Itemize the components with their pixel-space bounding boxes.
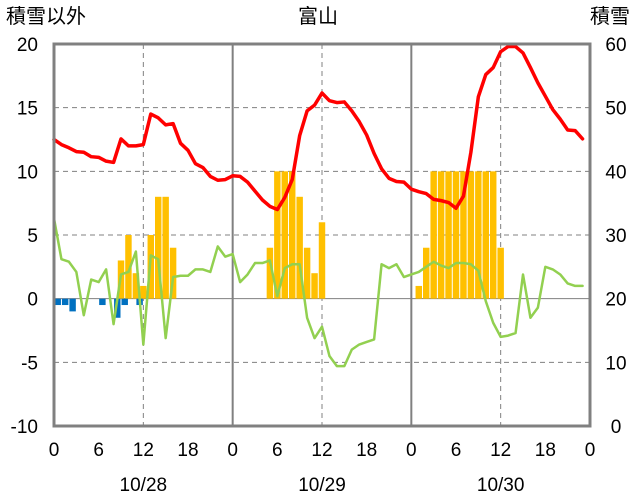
day-label: 10/29 — [298, 475, 346, 496]
snowfall-bar — [296, 196, 303, 299]
negative-bar — [121, 298, 128, 306]
right-tick-label: 40 — [605, 162, 626, 183]
x-tick-label: 0 — [49, 440, 60, 461]
left-tick-label: -5 — [21, 353, 38, 374]
x-tick-label: 0 — [227, 440, 238, 461]
snowfall-bar — [303, 247, 311, 299]
negative-bar — [54, 298, 61, 306]
snowfall-bar — [169, 247, 177, 299]
snowfall-bar — [132, 273, 140, 299]
snowfall-bar — [497, 247, 504, 299]
snowfall-bar — [475, 171, 482, 299]
left-axis-label: 積雪以外 — [6, 4, 86, 28]
negative-bar — [61, 298, 69, 306]
plot-frame — [52, 42, 592, 428]
snowfall-bar — [318, 222, 326, 299]
right-tick-label: 10 — [605, 353, 626, 374]
left-tick-label: 0 — [27, 290, 38, 311]
snowfall-bar — [140, 285, 147, 299]
negative-bar — [69, 298, 76, 312]
snowfall-bar — [430, 171, 437, 299]
left-axis-ticks: 20 15 10 5 0 -5 -10 — [11, 35, 38, 438]
snowfall-bar — [266, 247, 274, 299]
left-tick-label: 20 — [17, 35, 38, 56]
snowfall-bar — [490, 171, 497, 299]
negative-bar — [114, 298, 121, 318]
snowfall-bar — [445, 171, 452, 299]
right-tick-label: 20 — [605, 290, 626, 311]
x-tick-label: 6 — [93, 440, 104, 461]
x-tick-label: 6 — [272, 440, 283, 461]
bar-layer — [54, 171, 504, 318]
snowfall-bar — [281, 171, 288, 299]
x-tick-label: 18 — [535, 440, 556, 461]
snowfall-bar — [415, 285, 422, 299]
snowfall-bar — [460, 171, 467, 299]
day-labels: 10/28 10/29 10/30 — [120, 475, 525, 496]
x-tick-label: 0 — [406, 440, 417, 461]
snowfall-bar — [452, 171, 460, 299]
x-tick-label: 0 — [585, 440, 596, 461]
right-axis-ticks: 60 50 40 30 20 10 0 — [605, 35, 626, 438]
right-tick-label: 0 — [611, 417, 622, 438]
left-tick-label: 15 — [17, 99, 38, 120]
snowfall-bar — [467, 171, 475, 299]
snowfall-bar — [311, 273, 318, 299]
left-tick-label: -10 — [11, 417, 38, 438]
x-tick-label: 12 — [311, 440, 332, 461]
snowfall-bar — [274, 171, 281, 299]
snowfall-bar — [289, 171, 296, 299]
snowfall-bar — [162, 196, 169, 299]
right-axis-label: 積雪 — [590, 4, 630, 28]
line-layer — [52, 44, 585, 368]
right-tick-label: 50 — [605, 99, 626, 120]
snowfall-bar — [423, 247, 430, 299]
x-axis-ticks: 0 6 12 18 0 6 12 18 0 6 12 18 0 — [49, 440, 596, 461]
negative-bar — [99, 298, 106, 306]
snowfall-bar — [437, 171, 445, 299]
left-tick-label: 5 — [27, 226, 38, 247]
right-tick-label: 30 — [605, 226, 626, 247]
snow-depth-line — [52, 44, 585, 212]
x-tick-label: 18 — [177, 440, 198, 461]
temperature-line — [52, 217, 584, 368]
day-label: 10/30 — [477, 475, 525, 496]
snowfall-bar — [125, 235, 132, 299]
x-tick-label: 18 — [356, 440, 377, 461]
chart-title: 富山 — [298, 4, 338, 28]
day-label: 10/28 — [120, 475, 168, 496]
right-tick-label: 60 — [605, 35, 626, 56]
x-tick-label: 12 — [133, 440, 154, 461]
snowfall-bar — [155, 196, 162, 299]
x-tick-label: 12 — [490, 440, 511, 461]
x-tick-label: 6 — [451, 440, 462, 461]
snowfall-bar — [482, 171, 489, 299]
left-tick-label: 10 — [17, 162, 38, 183]
